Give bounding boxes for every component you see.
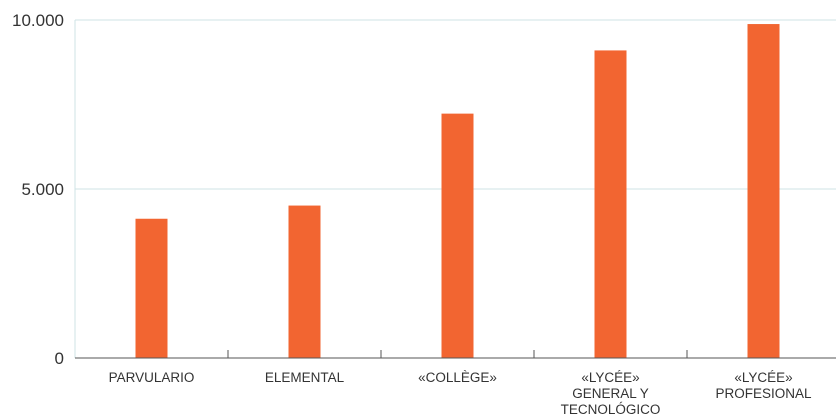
x-category-label: PARVULARIO bbox=[109, 370, 195, 385]
x-category-label: «LYCÉE» PROFESIONAL bbox=[715, 370, 812, 401]
x-category-label: «LYCÉE» GENERAL Y TECNOLÓGICO bbox=[561, 370, 661, 417]
x-category-label-line: PROFESIONAL bbox=[715, 386, 812, 401]
bar bbox=[441, 113, 474, 358]
bar bbox=[135, 218, 168, 358]
x-category-label-line: TECNOLÓGICO bbox=[561, 402, 661, 417]
y-tick-label: 5.000 bbox=[21, 180, 64, 199]
bar bbox=[747, 24, 780, 358]
bar bbox=[288, 205, 321, 358]
x-axis-category-labels: PARVULARIO ELEMENTAL «COLLÈGE» «LYCÉE» GENER… bbox=[109, 370, 812, 417]
x-category-label-line: ELEMENTAL bbox=[265, 370, 345, 385]
x-category-label-line: PARVULARIO bbox=[109, 370, 195, 385]
x-category-label-line: GENERAL Y bbox=[572, 386, 649, 401]
y-axis-tick-labels: 0 5.000 10.000 bbox=[12, 11, 64, 368]
y-tick-label: 0 bbox=[55, 349, 64, 368]
x-category-label: «COLLÈGE» bbox=[418, 370, 497, 385]
y-tick-label: 10.000 bbox=[12, 11, 64, 30]
x-category-label-line: «COLLÈGE» bbox=[418, 370, 497, 385]
x-axis bbox=[75, 350, 836, 359]
x-category-label-line: «LYCÉE» bbox=[734, 370, 792, 385]
x-category-label-line: «LYCÉE» bbox=[581, 370, 639, 385]
bar bbox=[594, 50, 627, 359]
bars bbox=[135, 24, 780, 359]
x-category-label: ELEMENTAL bbox=[265, 370, 345, 385]
